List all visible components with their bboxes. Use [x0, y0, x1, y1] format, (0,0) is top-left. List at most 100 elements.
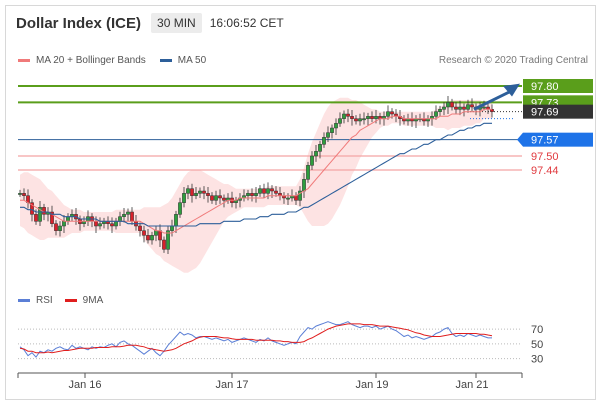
- research-credit: Research © 2020 Trading Central: [438, 55, 588, 66]
- candle-body: [38, 207, 42, 222]
- candle-body: [170, 225, 174, 231]
- candle-body: [258, 188, 262, 194]
- x-tick-label-0: Jan 16: [68, 379, 101, 391]
- legend-item-bollinger: MA 20 + Bollinger Bands: [18, 55, 146, 66]
- candle-body: [130, 211, 134, 222]
- level-box-97.57: [523, 132, 593, 147]
- candle-body: [466, 104, 470, 110]
- level-box-97.69: [523, 104, 593, 119]
- candle-body: [50, 211, 54, 224]
- candle-body: [334, 123, 338, 129]
- candle-body: [146, 235, 150, 241]
- ma50-label: MA 50: [177, 55, 207, 66]
- x-tick-label-2: Jan 19: [355, 379, 388, 391]
- candle-body: [18, 193, 22, 195]
- candle-body: [458, 106, 462, 110]
- rsi-swatch: [18, 299, 30, 302]
- ma50-line: [20, 122, 492, 227]
- x-tick-label-1: Jan 17: [215, 379, 248, 391]
- candle-body: [142, 230, 146, 236]
- candle-body: [454, 106, 458, 110]
- bollinger-label: MA 20 + Bollinger Bands: [36, 55, 146, 66]
- candle-body: [366, 116, 370, 119]
- rsi-label: RSI: [36, 295, 53, 306]
- candle-body: [206, 193, 210, 196]
- candle-body: [162, 239, 166, 250]
- legend-item-ma50: MA 50: [159, 55, 207, 66]
- candle-body: [194, 193, 198, 196]
- candle-body: [274, 190, 278, 194]
- candle-body: [202, 190, 206, 194]
- candle-body: [314, 151, 318, 157]
- candle-body: [286, 197, 290, 200]
- candle-body: [126, 211, 130, 215]
- candle-body: [98, 223, 102, 227]
- rsi-tick-label-70: 70: [531, 324, 543, 336]
- candle-body: [214, 195, 218, 201]
- legend-item-rsi: RSI: [18, 295, 53, 306]
- rsi-line: [19, 321, 492, 358]
- candle-body: [438, 109, 442, 112]
- candle-body: [138, 225, 142, 231]
- level-box-97.80: [523, 79, 593, 93]
- candle-body: [246, 193, 250, 196]
- chart-header: Dollar Index (ICE) 30 MIN 16:06:52 CET: [16, 12, 284, 34]
- candle-body: [434, 111, 438, 117]
- candle-body: [302, 179, 306, 192]
- candle-body: [250, 193, 254, 196]
- candle-body: [166, 230, 170, 250]
- candle-body: [154, 230, 158, 236]
- ma20-line: [20, 108, 492, 234]
- candle-body: [362, 118, 366, 121]
- candle-body: [270, 188, 274, 192]
- candle-body: [370, 116, 374, 119]
- instrument-title: Dollar Index (ICE): [16, 14, 142, 32]
- candle-body: [318, 144, 322, 152]
- rsi-legend: RSI 9MA: [18, 295, 115, 306]
- bollinger-swatch: [18, 59, 30, 62]
- interval-badge[interactable]: 30 MIN: [151, 13, 202, 33]
- level-label-97.57: 97.57: [531, 135, 559, 147]
- candle-body: [470, 104, 474, 108]
- candle-body: [34, 214, 38, 222]
- candle-body: [386, 111, 390, 117]
- candle-body: [322, 137, 326, 145]
- candle-body: [254, 193, 258, 196]
- candle-body: [198, 190, 202, 194]
- rsi-ma9-line: [19, 323, 493, 354]
- candle-body: [358, 118, 362, 122]
- level-label-97.80: 97.80: [531, 81, 559, 93]
- candle-body: [338, 118, 342, 124]
- candle-body: [442, 106, 446, 110]
- rsi-tick-label-30: 30: [531, 354, 543, 366]
- candle-body: [298, 190, 302, 201]
- candle-body: [310, 155, 314, 166]
- candle-body: [186, 188, 190, 194]
- level-label-97.69: 97.69: [531, 107, 559, 119]
- candle-body: [482, 106, 486, 109]
- candle-body: [178, 202, 182, 215]
- candle-body: [190, 188, 194, 196]
- candle-body: [450, 102, 454, 108]
- candle-body: [374, 116, 378, 119]
- candle-body: [218, 195, 222, 199]
- candle-body: [222, 197, 226, 201]
- candle-body: [326, 132, 330, 138]
- bollinger-band-fill: [20, 97, 492, 273]
- candle-body: [350, 116, 354, 119]
- candle-body: [122, 214, 126, 217]
- candle-body: [182, 193, 186, 203]
- candle-body: [294, 195, 298, 201]
- candle-body: [110, 223, 114, 227]
- candle-body: [210, 195, 214, 201]
- ma9-label: 9MA: [82, 295, 104, 306]
- candle-body: [266, 188, 270, 194]
- candle-body: [462, 106, 466, 110]
- candle-body: [118, 216, 122, 222]
- candle-body: [342, 113, 346, 119]
- candle-body: [174, 214, 178, 227]
- candle-body: [346, 113, 350, 117]
- candle-body: [306, 165, 310, 180]
- candle-body: [446, 102, 450, 108]
